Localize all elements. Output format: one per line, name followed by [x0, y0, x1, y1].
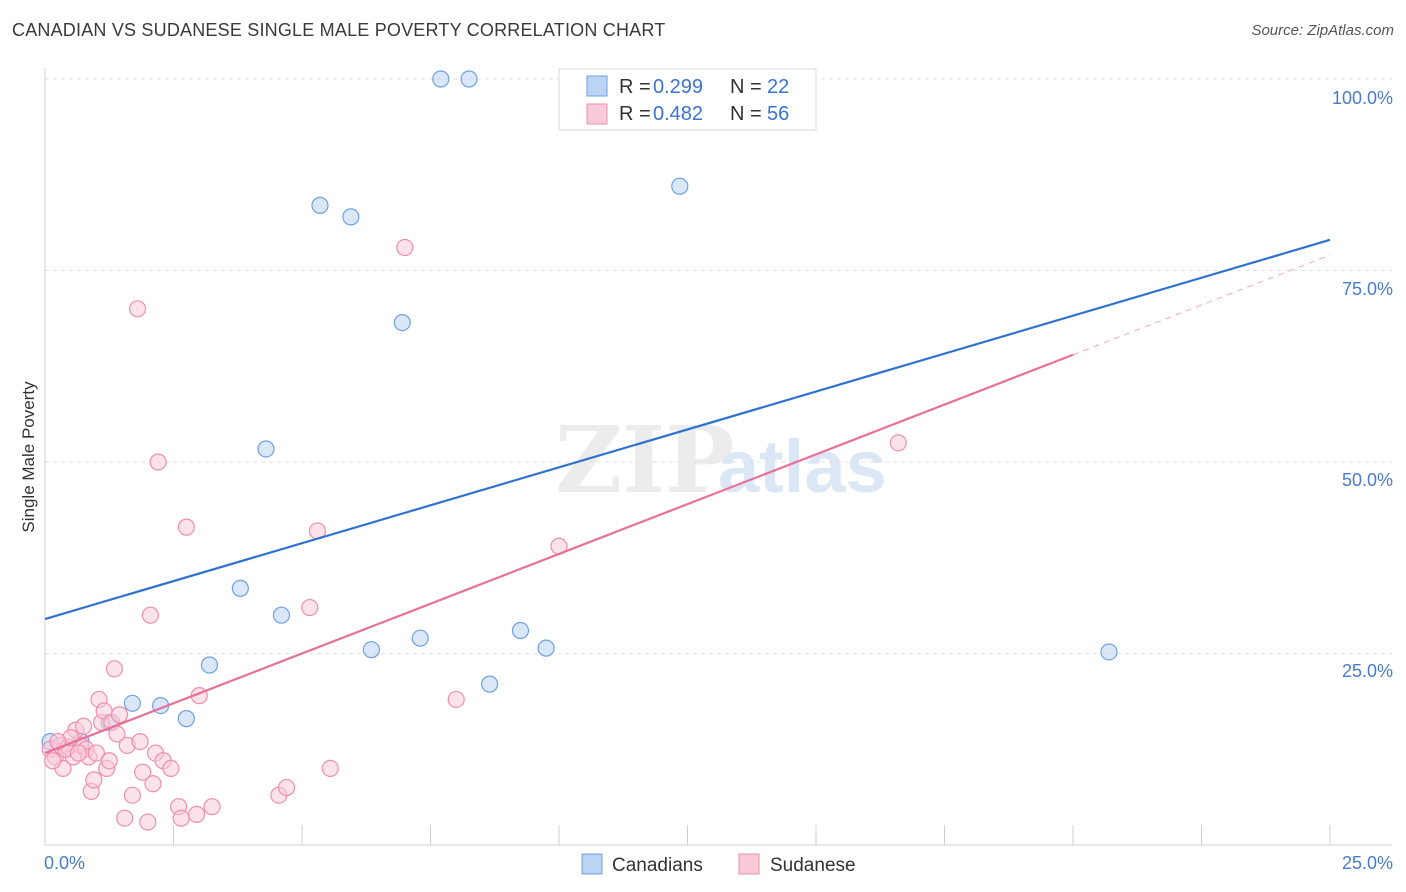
chart-title: CANADIAN VS SUDANESE SINGLE MALE POVERTY… [12, 20, 666, 40]
trend-lines [1072, 254, 1331, 356]
axes [44, 68, 1392, 846]
point-canadians-14 [411, 629, 429, 647]
legend-r-value-sudanese: 0.482 [653, 103, 703, 125]
point-sudanese-26 [131, 732, 149, 751]
point-sudanese-46 [396, 238, 414, 257]
legend-r-label-sudanese: R = [619, 103, 651, 125]
point-canadians-8 [257, 440, 275, 458]
point-sudanese-52 [44, 752, 62, 770]
point-sudanese-28 [139, 813, 157, 831]
point-canadians-5 [177, 710, 195, 728]
legend-swatch-sudanese [586, 103, 608, 125]
gridlines [45, 78, 1392, 654]
bottom-legend-label-canadians: Canadians [612, 855, 703, 876]
point-sudanese-36 [172, 809, 190, 827]
point-canadians-21 [1100, 643, 1118, 661]
point-sudanese-47 [447, 690, 465, 709]
point-canadians-18 [511, 621, 530, 640]
point-sudanese-32 [149, 453, 167, 471]
point-sudanese-34 [162, 759, 180, 778]
point-sudanese-42 [277, 778, 296, 797]
point-sudanese-54 [69, 744, 88, 762]
legend-n-label-canadians: N = [730, 76, 762, 98]
point-sudanese-25 [128, 300, 147, 318]
point-sudanese-37 [177, 518, 195, 536]
bottom-legend-swatch-canadians [581, 853, 603, 875]
point-sudanese-29 [141, 606, 159, 624]
legend-r-value-canadians: 0.299 [653, 76, 703, 98]
trend-line-sudanese [44, 353, 1074, 755]
point-sudanese-49 [889, 434, 907, 452]
point-sudanese-38 [188, 805, 206, 823]
point-canadians-15 [432, 70, 450, 88]
point-sudanese-55 [74, 717, 93, 735]
x-tick-label-min: 0.0% [44, 853, 85, 873]
point-sudanese-12 [87, 744, 106, 762]
y-axis-label: Single Male Poverty [19, 381, 38, 533]
point-sudanese-40 [203, 798, 221, 816]
point-sudanese-11 [85, 771, 103, 789]
point-canadians-20 [671, 177, 689, 195]
point-sudanese-30 [144, 775, 162, 793]
watermark: ZIP atlas [555, 406, 887, 514]
point-sudanese-45 [321, 759, 339, 778]
trend-line-canadians [44, 238, 1331, 621]
legend-swatch-canadians [586, 75, 608, 97]
legend-n-label-sudanese: N = [730, 103, 762, 125]
bottom-legend-swatch-sudanese [738, 853, 760, 875]
legend: R = 0.299 N = 22 R = 0.482 N = 56 [558, 68, 817, 131]
bottom-legend: Canadians Sudanese [581, 853, 856, 876]
x-ticks [44, 825, 1331, 845]
trend-line-dashed-sudanese [1072, 254, 1331, 356]
y-tick-label-25: 25.0% [1342, 661, 1393, 681]
point-canadians-6 [200, 656, 219, 674]
point-sudanese-21 [110, 706, 129, 724]
point-canadians-9 [272, 606, 291, 624]
y-tick-label-50: 50.0% [1342, 470, 1393, 490]
legend-r-label-canadians: R = [619, 76, 651, 98]
legend-n-value-sudanese: 56 [767, 103, 789, 125]
legend-n-value-canadians: 22 [767, 76, 789, 98]
point-sudanese-43 [301, 598, 319, 617]
point-sudanese-24 [123, 786, 141, 804]
point-canadians-7 [231, 579, 249, 597]
point-canadians-11 [342, 208, 360, 226]
y-tick-label-75: 75.0% [1342, 279, 1393, 299]
source-label: Source: ZipAtlas.com [1251, 22, 1394, 39]
point-sudanese-19 [105, 660, 123, 678]
point-sudanese-17 [100, 752, 118, 770]
point-canadians-17 [481, 675, 499, 693]
point-canadians-13 [393, 313, 411, 332]
data-points [41, 70, 1331, 831]
x-tick-label-max: 25.0% [1342, 853, 1393, 873]
point-canadians-10 [311, 196, 329, 214]
point-canadians-12 [362, 641, 380, 659]
point-sudanese-27 [134, 763, 152, 781]
bottom-legend-label-sudanese: Sudanese [770, 855, 856, 876]
point-canadians-16 [460, 70, 478, 88]
point-canadians-19 [537, 639, 555, 657]
point-canadians-3 [123, 694, 141, 712]
y-tick-label-100: 100.0% [1332, 88, 1393, 108]
point-sudanese-22 [116, 809, 134, 827]
